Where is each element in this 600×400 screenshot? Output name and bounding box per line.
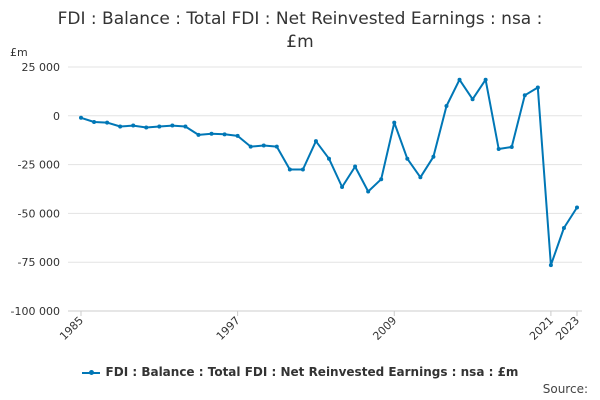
data-point[interactable] [561,226,566,231]
data-point[interactable] [105,120,110,125]
data-point[interactable] [522,93,527,98]
data-point[interactable] [274,144,279,149]
data-point[interactable] [483,77,488,82]
grid-lines [68,66,582,312]
x-tick-label: 2021 [527,314,556,343]
y-tick-label: -50 000 [18,207,60,220]
chart-title-line-1: FDI : Balance : Total FDI : Net Reinvest… [57,9,543,29]
y-axis-ticks: 25 000 0 -25 000 -50 000 -75 000 -100 000 [11,61,60,318]
data-point[interactable] [548,263,553,268]
data-point[interactable] [418,175,423,180]
data-point[interactable] [157,124,162,129]
data-point[interactable] [366,189,371,194]
series-line [80,78,578,267]
data-point[interactable] [444,104,449,109]
data-point[interactable] [431,154,436,159]
data-point[interactable] [183,124,188,129]
legend-line-marker-icon [81,369,100,375]
series-group [79,77,579,268]
data-point[interactable] [300,167,305,172]
chart-title-line-2: £m [286,32,314,52]
y-tick-label: -75 000 [18,256,60,269]
y-tick-label: -100 000 [11,305,60,318]
legend-label: FDI : Balance : Total FDI : Net Reinvest… [105,365,519,379]
data-point[interactable] [535,85,540,90]
legend[interactable]: FDI : Balance : Total FDI : Net Reinvest… [0,365,600,379]
chart-title: FDI : Balance : Total FDI : Net Reinvest… [0,8,600,54]
data-point[interactable] [209,131,214,136]
data-point[interactable] [379,177,384,182]
data-point[interactable] [118,124,123,129]
data-point[interactable] [235,133,240,138]
data-point[interactable] [131,123,136,128]
x-tick-label: 2009 [370,314,399,343]
data-point[interactable] [353,164,358,169]
data-point[interactable] [457,77,462,82]
x-tick-label: 1997 [214,314,243,343]
data-point[interactable] [340,185,345,190]
data-point[interactable] [248,144,253,149]
data-point[interactable] [470,97,475,102]
y-axis-unit-label: £m [10,46,28,59]
source-label[interactable]: Source: [542,382,588,396]
data-point[interactable] [496,146,501,151]
data-point[interactable] [92,120,97,125]
data-point[interactable] [287,167,292,172]
x-tick-label: 2023 [553,314,582,343]
y-tick-label: 25 000 [22,61,61,74]
data-point[interactable] [144,125,149,130]
y-tick-label: -25 000 [18,159,60,172]
data-point[interactable] [392,120,397,125]
data-point[interactable] [575,205,579,210]
data-point[interactable] [405,156,410,161]
data-point[interactable] [79,115,83,120]
data-point[interactable] [261,143,266,148]
data-point[interactable] [509,145,514,150]
x-tick-label: 1985 [57,314,86,343]
data-point[interactable] [222,132,227,137]
data-point[interactable] [196,132,201,137]
data-point[interactable] [327,156,331,161]
data-point[interactable] [313,139,318,144]
data-point[interactable] [170,123,175,128]
y-tick-label: 0 [53,110,60,123]
